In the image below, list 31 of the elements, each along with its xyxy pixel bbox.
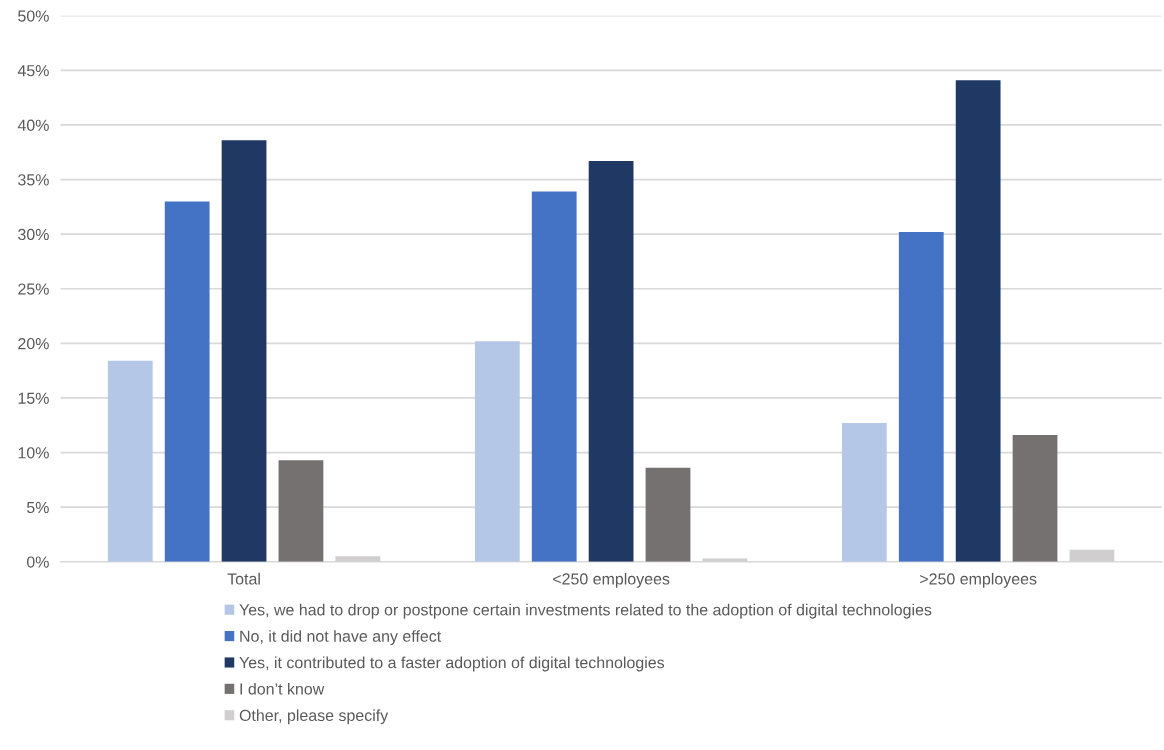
y-tick-label: 15% (18, 392, 49, 404)
x-tick-label: <250 employees (553, 572, 670, 588)
legend-label: Other, please specify (239, 709, 389, 725)
bar (474, 341, 520, 562)
y-tick-label: 20% (18, 337, 49, 350)
bar (278, 460, 324, 562)
bar (531, 191, 577, 562)
y-tick-label: 40% (17, 119, 49, 131)
y-tick-label: 0% (26, 556, 49, 568)
legend-label: I don’t know (240, 682, 325, 695)
y-tick-label: 5% (26, 501, 49, 514)
y-tick-label: 30% (18, 228, 49, 241)
bar (841, 423, 887, 562)
y-tick-label: 25% (18, 283, 49, 295)
bar (164, 201, 210, 562)
y-tick-label: 50% (18, 10, 49, 22)
bar (107, 360, 153, 562)
bar (955, 80, 1001, 562)
bar (898, 231, 944, 562)
y-tick-label: 35% (18, 174, 49, 186)
bar (1012, 435, 1058, 562)
bar (588, 160, 634, 562)
legend-label: Yes, it contributed to a faster adoption of digital technologies (239, 656, 665, 672)
legend-label: No, it did not have any effect (240, 630, 442, 646)
legend-label: Yes, we had to drop or postpone certain investments related to the adoption of digital technologies (239, 603, 932, 619)
x-tick-label: >250 employees (920, 572, 1037, 588)
bar (221, 140, 267, 562)
x-tick-label: Total (227, 572, 260, 585)
y-tick-label: 10% (18, 447, 49, 459)
y-tick-label: 45% (17, 65, 49, 77)
bar (645, 467, 691, 562)
